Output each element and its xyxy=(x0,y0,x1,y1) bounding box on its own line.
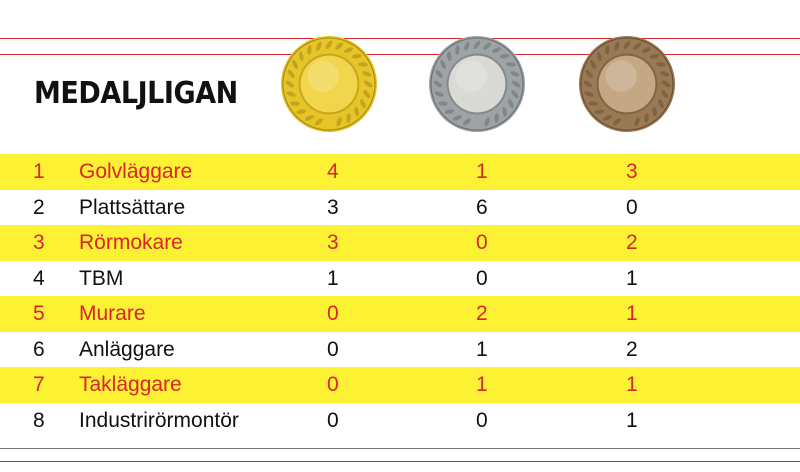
name-cell: Murare xyxy=(79,302,146,325)
bronze-count-cell: 1 xyxy=(626,408,638,432)
bronze-count-cell: 2 xyxy=(626,231,638,254)
table-row: 8 Industrirörmontör 0 0 1 xyxy=(0,402,800,438)
table-row: 5 Murare 0 2 1 xyxy=(0,296,800,332)
silver-medal-icon xyxy=(428,35,526,133)
silver-count-cell: 0 xyxy=(476,266,488,290)
silver-count-cell: 1 xyxy=(476,160,488,183)
name-cell: Rörmokare xyxy=(79,231,183,254)
table-row: 2 Plattsättare 3 6 0 xyxy=(0,189,800,225)
rank-cell: 2 xyxy=(33,195,45,219)
gold-count-cell: 1 xyxy=(327,266,339,290)
gold-count-cell: 0 xyxy=(327,373,339,396)
bronze-count-cell: 1 xyxy=(626,373,638,396)
rank-cell: 1 xyxy=(33,160,45,183)
gold-count-cell: 3 xyxy=(327,195,339,219)
gold-count-cell: 3 xyxy=(327,231,339,254)
silver-count-cell: 1 xyxy=(476,337,488,361)
bronze-count-cell: 3 xyxy=(626,160,638,183)
name-cell: Anläggare xyxy=(79,337,175,361)
table-row: 1 Golvläggare 4 1 3 xyxy=(0,154,800,190)
rank-cell: 7 xyxy=(33,373,45,396)
top-rule-second xyxy=(0,54,800,55)
bottom-rule xyxy=(0,448,800,449)
table-row: 6 Anläggare 0 1 2 xyxy=(0,331,800,367)
bronze-count-cell: 1 xyxy=(626,302,638,325)
bronze-count-cell: 0 xyxy=(626,195,638,219)
rank-cell: 4 xyxy=(33,266,45,290)
medal-table: 1 Golvläggare 4 1 3 2 Plattsättare 3 6 0… xyxy=(0,154,800,438)
silver-count-cell: 1 xyxy=(476,373,488,396)
gold-count-cell: 4 xyxy=(327,160,339,183)
gold-count-cell: 0 xyxy=(327,302,339,325)
name-cell: Takläggare xyxy=(79,373,182,396)
rank-cell: 5 xyxy=(33,302,45,325)
bronze-medal-icon xyxy=(578,35,676,133)
rank-cell: 6 xyxy=(33,337,45,361)
table-row: 4 TBM 1 0 1 xyxy=(0,260,800,296)
top-rule xyxy=(0,38,800,39)
bronze-count-cell: 2 xyxy=(626,337,638,361)
name-cell: Golvläggare xyxy=(79,160,193,183)
name-cell: Industrirörmontör xyxy=(79,408,239,432)
silver-count-cell: 2 xyxy=(476,302,488,325)
rank-cell: 8 xyxy=(33,408,45,432)
silver-count-cell: 0 xyxy=(476,408,488,432)
gold-count-cell: 0 xyxy=(327,337,339,361)
silver-count-cell: 0 xyxy=(476,231,488,254)
silver-count-cell: 6 xyxy=(476,195,488,219)
table-row: 3 Rörmokare 3 0 2 xyxy=(0,225,800,261)
bottom-rule-red xyxy=(0,461,800,462)
name-cell: Plattsättare xyxy=(79,195,186,219)
name-cell: TBM xyxy=(79,266,124,290)
gold-count-cell: 0 xyxy=(327,408,339,432)
bronze-count-cell: 1 xyxy=(626,266,638,290)
page-title: MEDALJLIGAN xyxy=(34,76,238,111)
table-row: 7 Takläggare 0 1 1 xyxy=(0,367,800,403)
gold-medal-icon xyxy=(280,35,378,133)
rank-cell: 3 xyxy=(33,231,45,254)
